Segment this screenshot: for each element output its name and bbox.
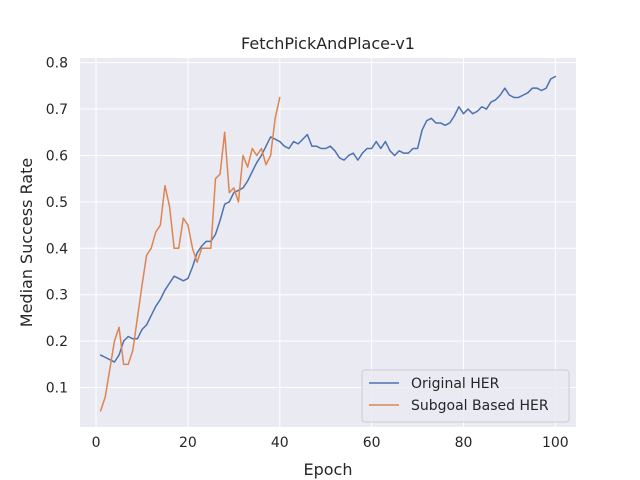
series-line-subgoal-based-her	[99, 96, 281, 412]
tick-labels: 0 20 40 60 80 100 0.1 0.2 0.3 0.4 0.5 0.6 0.7 0.8	[46, 56, 569, 451]
x-axis-label: Epoch	[304, 460, 353, 479]
series-layer	[99, 75, 557, 412]
legend-label-original-her: Original HER	[411, 376, 500, 392]
y-tick-label: 0.3	[46, 288, 68, 304]
y-tick-label: 0.8	[46, 56, 68, 72]
x-tick-label: 100	[542, 435, 569, 451]
y-axis-label: Median Success Rate	[17, 158, 36, 327]
chart-title: FetchPickAndPlace-v1	[241, 34, 415, 53]
y-tick-label: 0.7	[46, 102, 68, 118]
x-tick-label: 0	[92, 435, 101, 451]
legend-box	[361, 369, 570, 423]
y-tick-label: 0.2	[46, 334, 68, 350]
x-tick-label: 80	[455, 435, 473, 451]
y-tick-label: 0.4	[46, 241, 68, 257]
x-tick-label: 60	[363, 435, 381, 451]
legend-label-subgoal-based-her: Subgoal Based HER	[411, 398, 549, 414]
y-tick-label: 0.1	[46, 381, 68, 397]
x-tick-label: 20	[179, 435, 197, 451]
series-line-original-her	[99, 75, 557, 363]
plot-area	[80, 58, 576, 427]
y-tick-label: 0.6	[46, 148, 68, 164]
legend: Original HER Subgoal Based HER	[361, 369, 570, 423]
y-tick-label: 0.5	[46, 195, 68, 211]
x-tick-label: 40	[271, 435, 289, 451]
